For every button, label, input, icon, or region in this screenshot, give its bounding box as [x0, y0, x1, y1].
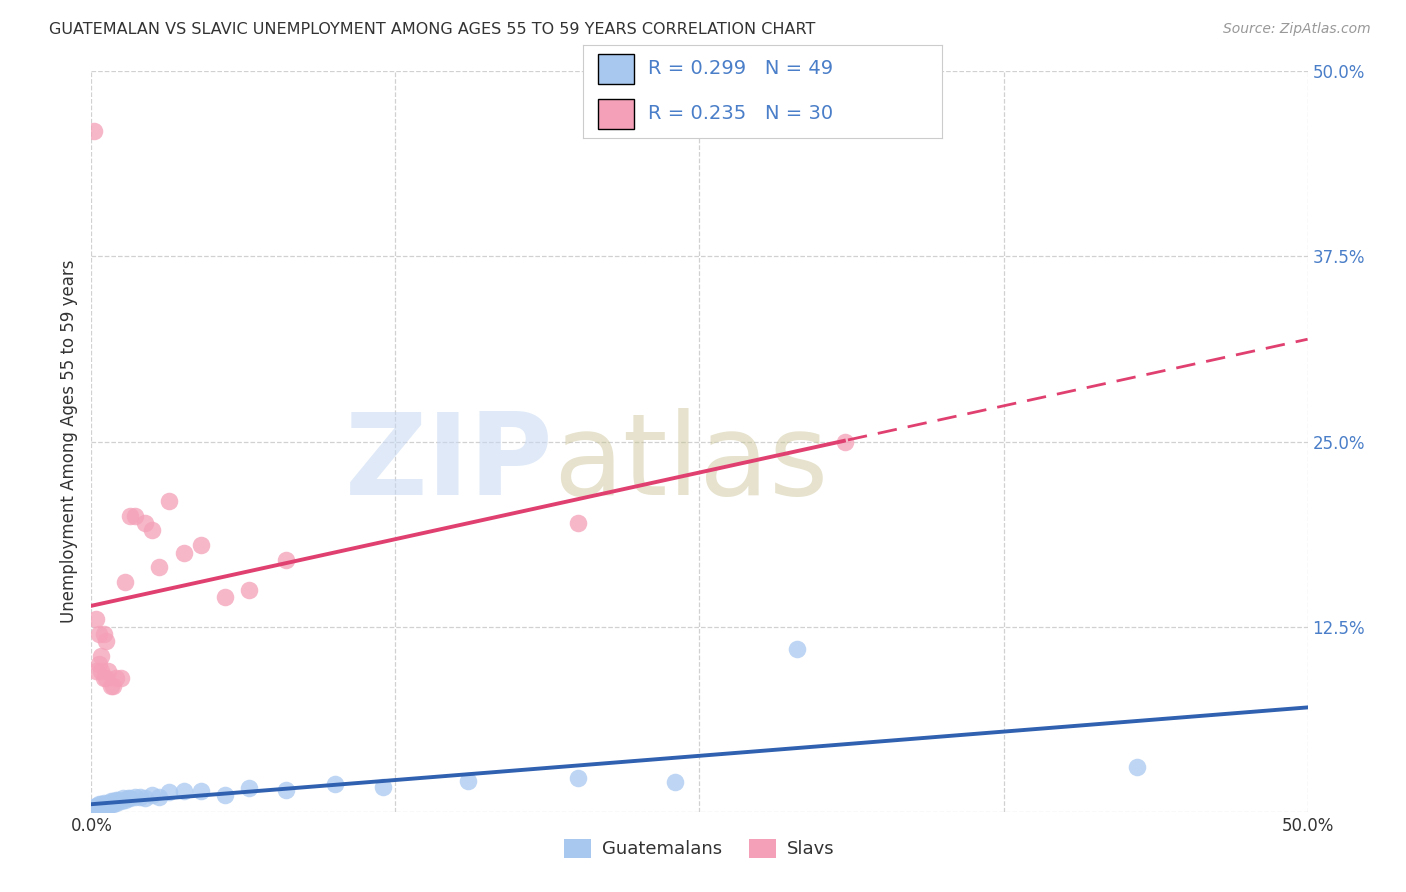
Point — [90, 798, 112, 813]
Point — [190, 538, 212, 552]
Text: GUATEMALAN VS SLAVIC UNEMPLOYMENT AMONG AGES 55 TO 59 YEARS CORRELATION CHART: GUATEMALAN VS SLAVIC UNEMPLOYMENT AMONG … — [49, 22, 815, 37]
Point — [100, 679, 122, 693]
Point — [90, 649, 112, 664]
Point — [87, 657, 110, 671]
Point — [83, 800, 105, 814]
Point — [93, 672, 115, 686]
Point — [114, 575, 136, 590]
Point — [124, 508, 146, 523]
Point — [103, 797, 125, 812]
Point — [214, 590, 236, 604]
Point — [274, 553, 297, 567]
Point — [90, 664, 112, 678]
Point — [129, 789, 152, 804]
Point — [173, 784, 195, 798]
Point — [93, 798, 115, 813]
Point — [104, 672, 127, 686]
Point — [94, 798, 117, 813]
FancyBboxPatch shape — [598, 54, 634, 84]
Point — [134, 791, 156, 805]
Point — [104, 793, 127, 807]
Text: R = 0.235   N = 30: R = 0.235 N = 30 — [648, 104, 834, 123]
Point — [214, 789, 236, 803]
Point — [117, 791, 139, 805]
Point — [190, 784, 212, 798]
Text: atlas: atlas — [554, 409, 828, 519]
Point — [141, 524, 163, 538]
Point — [110, 672, 132, 686]
Point — [100, 794, 122, 808]
Point — [274, 782, 297, 797]
Point — [173, 546, 195, 560]
Text: R = 0.299   N = 49: R = 0.299 N = 49 — [648, 60, 834, 78]
Point — [93, 800, 115, 814]
Point — [100, 797, 122, 812]
Point — [110, 794, 132, 808]
Point — [124, 789, 146, 804]
Text: ZIP: ZIP — [344, 409, 554, 519]
Point — [93, 802, 115, 816]
Point — [103, 794, 125, 808]
Point — [786, 641, 808, 656]
Point — [90, 797, 112, 812]
Y-axis label: Unemployment Among Ages 55 to 59 years: Unemployment Among Ages 55 to 59 years — [59, 260, 77, 624]
FancyBboxPatch shape — [598, 99, 634, 129]
Legend: Guatemalans, Slavs: Guatemalans, Slavs — [557, 831, 842, 865]
Point — [141, 789, 163, 803]
Point — [157, 493, 180, 508]
Point — [148, 560, 170, 574]
Point — [323, 776, 346, 790]
Point — [104, 796, 127, 810]
Point — [111, 791, 134, 805]
Point — [567, 516, 589, 530]
Point — [93, 627, 115, 641]
Point — [238, 780, 260, 795]
Point — [97, 796, 120, 810]
Point — [83, 123, 105, 137]
Point — [84, 798, 107, 813]
Point — [238, 582, 260, 597]
Point — [94, 797, 117, 812]
Point — [84, 802, 107, 816]
Point — [84, 664, 107, 678]
Point — [114, 793, 136, 807]
Point — [94, 634, 117, 648]
Point — [107, 793, 129, 807]
Point — [94, 800, 117, 814]
Text: Source: ZipAtlas.com: Source: ZipAtlas.com — [1223, 22, 1371, 37]
Point — [120, 508, 142, 523]
Point — [97, 797, 120, 812]
Point — [157, 785, 180, 799]
Point — [90, 800, 112, 814]
Point — [93, 796, 115, 810]
Point — [97, 798, 120, 813]
Point — [834, 434, 856, 449]
Point — [567, 771, 589, 785]
Point — [664, 775, 686, 789]
Point — [103, 679, 125, 693]
Point — [120, 791, 142, 805]
Point — [373, 780, 395, 794]
Point — [87, 797, 110, 812]
Point — [134, 516, 156, 530]
Point — [97, 664, 120, 678]
Point — [87, 627, 110, 641]
Point — [1126, 760, 1149, 774]
Point — [84, 612, 107, 626]
Point — [87, 802, 110, 816]
Point — [148, 789, 170, 804]
Point — [87, 800, 110, 814]
Point — [457, 773, 479, 788]
Point — [94, 672, 117, 686]
